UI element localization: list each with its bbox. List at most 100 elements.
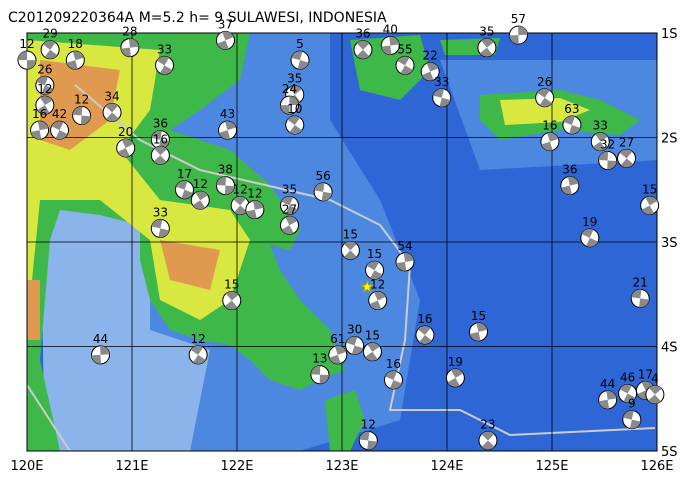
compressional-quadrant [40, 96, 53, 106]
compressional-quadrant [106, 112, 119, 122]
compressional-quadrant [648, 385, 662, 395]
depth-label: 61 [330, 332, 345, 346]
focal-mechanism [280, 195, 299, 215]
focal-mechanism [35, 95, 55, 115]
compressional-quadrant [334, 345, 347, 355]
focal-mechanism [618, 384, 638, 404]
compressional-quadrant [595, 132, 608, 142]
compressional-quadrant [289, 96, 299, 106]
compressional-quadrant [217, 40, 229, 50]
compressional-quadrant [623, 393, 636, 403]
focal-mechanism [469, 322, 488, 342]
depth-label: 37 [218, 17, 233, 31]
focal-mechanism [215, 30, 235, 50]
focal-mechanism [188, 345, 208, 365]
compressional-quadrant [72, 51, 84, 61]
compressional-quadrant [156, 56, 170, 66]
compressional-quadrant [539, 97, 553, 107]
depth-label: 28 [122, 25, 137, 39]
compressional-quadrant [80, 115, 91, 125]
focal-mechanism [560, 176, 580, 196]
depth-label: 44 [600, 377, 615, 391]
focal-mechanism [35, 75, 55, 95]
compressional-quadrant [280, 105, 290, 115]
compressional-quadrant [195, 191, 208, 201]
depth-label: 15 [471, 309, 486, 323]
compressional-quadrant [389, 36, 400, 46]
compressional-quadrant [216, 176, 227, 186]
focal-mechanism [120, 38, 140, 58]
depth-label: 42 [52, 107, 67, 121]
compressional-quadrant [648, 394, 661, 404]
focal-mechanism [290, 50, 310, 70]
focal-mechanism [368, 291, 388, 311]
compressional-quadrant [192, 200, 206, 210]
compressional-quadrant [66, 60, 78, 70]
focal-mechanism [622, 410, 642, 430]
x-tick-label: 120E [10, 459, 43, 474]
focal-mechanism [230, 195, 250, 215]
depth-label: 19 [448, 355, 463, 369]
compressional-quadrant [37, 105, 50, 115]
depth-label: 46 [620, 371, 635, 385]
y-tick-label: 5S [661, 445, 678, 460]
focal-mechanism [190, 190, 210, 210]
focal-mechanism [432, 88, 452, 108]
depth-label: 16 [386, 357, 401, 371]
compressional-quadrant [225, 291, 239, 301]
depth-label: 57 [511, 12, 526, 26]
depth-label: 38 [218, 163, 233, 177]
gulf [40, 200, 210, 451]
focal-mechanism [358, 431, 378, 451]
focal-mechanism [598, 390, 618, 410]
focal-mechanism [508, 25, 528, 45]
depth-label: 32 [600, 137, 615, 151]
compressional-quadrant [55, 130, 68, 140]
depth-label: 4 [651, 372, 659, 386]
focal-mechanism [30, 120, 50, 140]
compressional-quadrant [481, 440, 495, 450]
x-tick-label: 121E [115, 459, 148, 474]
compressional-quadrant [117, 147, 130, 157]
compressional-quadrant [561, 185, 572, 195]
compressional-quadrant [366, 261, 379, 271]
depth-label: 27 [282, 202, 297, 216]
compressional-quadrant [592, 141, 606, 151]
compressional-quadrant [51, 121, 64, 131]
focal-mechanism [580, 228, 600, 248]
focal-mechanism [313, 182, 333, 202]
compressional-quadrant [397, 56, 410, 66]
compressional-quadrant [619, 384, 632, 394]
compressional-quadrant [314, 182, 325, 192]
compressional-quadrant [367, 342, 380, 352]
focal-mechanism [478, 431, 498, 451]
compressional-quadrant [607, 160, 617, 170]
depth-label: 27 [619, 135, 634, 149]
focal-mechanism [222, 291, 242, 311]
depth-label: 29 [42, 27, 57, 41]
compressional-quadrant [281, 225, 294, 235]
compressional-quadrant [181, 189, 193, 199]
focal-mechanism [380, 36, 400, 56]
y-tick-label: 2S [661, 132, 678, 147]
compressional-quadrant [469, 331, 481, 341]
compressional-quadrant [310, 365, 321, 375]
compressional-quadrant [641, 205, 655, 215]
focal-mechanism [280, 215, 299, 235]
compressional-quadrant [153, 155, 167, 165]
focal-mechanism [562, 115, 582, 135]
compressional-quadrant [297, 60, 309, 70]
compressional-quadrant [42, 40, 56, 50]
depth-label: 40 [383, 23, 398, 37]
island [325, 390, 365, 451]
compressional-quadrant [356, 40, 370, 50]
depth-label: 23 [480, 418, 495, 432]
compressional-quadrant [218, 130, 231, 140]
depth-label: 44 [93, 332, 108, 346]
depth-label: 43 [220, 107, 235, 121]
depth-label: 12 [247, 187, 262, 201]
compressional-quadrant [72, 106, 83, 116]
compressional-quadrant [569, 124, 581, 134]
depth-label: 34 [104, 89, 119, 103]
compressional-quadrant [158, 228, 170, 238]
